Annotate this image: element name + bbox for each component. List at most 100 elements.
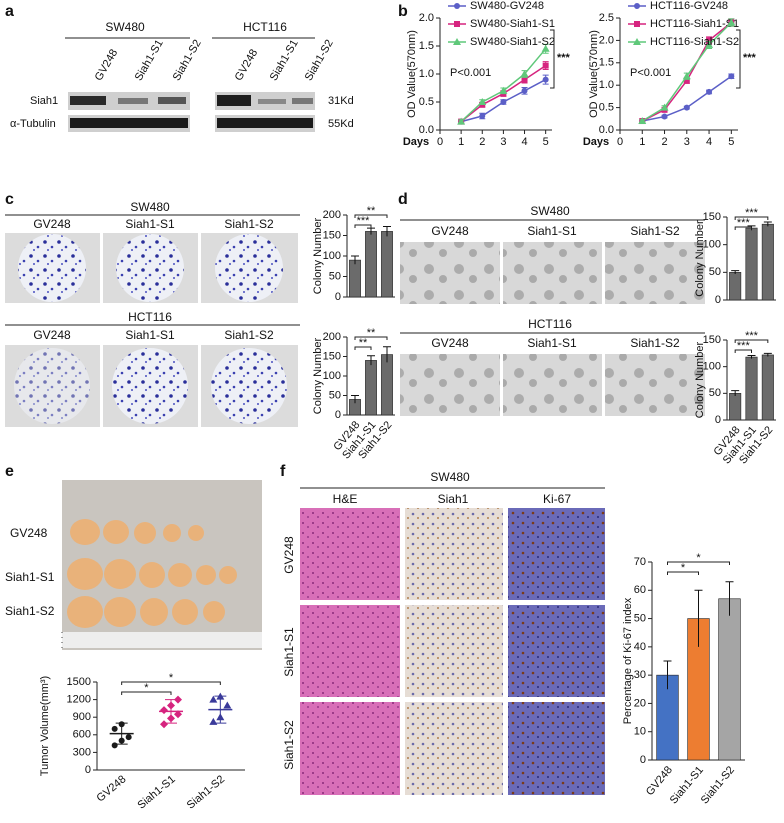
- significance-label: **: [367, 205, 376, 217]
- y-tick-label: 30: [634, 669, 646, 681]
- point: [160, 720, 168, 729]
- bar: [745, 356, 758, 421]
- y-tick-label: 50: [329, 389, 341, 401]
- marker: [457, 117, 466, 125]
- y-tick-label: 150: [703, 334, 721, 346]
- significance-label: ***: [737, 340, 751, 352]
- y-axis-label: OD Value(570nm): [588, 30, 600, 118]
- dish: [211, 348, 287, 424]
- y-tick-label: 100: [323, 370, 341, 382]
- panel-label: c: [5, 191, 14, 208]
- significance-bracket: [354, 346, 372, 350]
- y-tick-label: 2.0: [419, 12, 434, 24]
- photo: [405, 508, 503, 600]
- legend-label: SW480-GV248: [470, 0, 544, 12]
- marker: [682, 72, 691, 80]
- tumor-photo: GV248 Siah1-S1 Siah1-S2: [5, 480, 262, 650]
- soft-agar-photos: SW480 GV248 Siah1-S1 Siah1-S2 HCT116 GV2…: [400, 204, 705, 416]
- bar: [365, 360, 377, 416]
- error-bar: [731, 390, 740, 396]
- marker: [478, 98, 487, 105]
- y-tick-label: 70: [634, 556, 646, 568]
- marker: [541, 44, 550, 52]
- dish: [116, 234, 184, 302]
- significance-label: ***: [745, 207, 759, 219]
- x-tick-label: GV248: [95, 773, 129, 804]
- y-tick-label: 150: [323, 350, 341, 362]
- significance-label: *: [696, 552, 701, 564]
- marker: [521, 87, 528, 94]
- photo: [508, 702, 605, 795]
- group-label: GV248: [33, 217, 71, 231]
- marker: [500, 99, 507, 105]
- y-tick-label: 0.5: [599, 102, 614, 114]
- point: [174, 710, 182, 719]
- photo: [400, 242, 500, 304]
- cell-line: HCT116: [243, 20, 287, 34]
- significance-bracket: [667, 561, 730, 565]
- panel-label: a: [5, 3, 14, 20]
- y-tick-label: 0: [335, 409, 341, 421]
- group-label: Siah1-S1: [527, 224, 577, 238]
- y-tick-label: 900: [73, 711, 91, 723]
- x-tick-label: 3: [500, 136, 506, 148]
- x-tick-label: 2: [661, 136, 667, 148]
- protein-label: α-Tubulin: [10, 118, 56, 130]
- significance-label: ***: [737, 217, 751, 229]
- y-tick-label: 200: [323, 331, 341, 343]
- y-tick-label: 0: [335, 291, 341, 303]
- error-bar: [763, 352, 772, 357]
- chart: 0 300 600 900 1200 1500 Tumor Volume(mm³) GV248…: [39, 672, 245, 812]
- photo: [503, 354, 602, 416]
- stain-label: Ki-67: [543, 492, 571, 506]
- x-tick-label: 1: [458, 136, 464, 148]
- point: [111, 725, 118, 732]
- y-tick-label: 0.0: [599, 124, 614, 136]
- size-label: 31Kd: [328, 95, 354, 107]
- annotation: ***: [557, 52, 571, 64]
- cell-line: SW480: [105, 20, 145, 34]
- annotation: P<0.001: [630, 67, 671, 79]
- significance-bracket: [121, 681, 221, 685]
- y-tick-label: 100: [703, 239, 721, 251]
- photo: [605, 354, 705, 416]
- y-tick-label: 200: [323, 209, 341, 221]
- chart: 0.0 0.5 1.0 1.5 2.0OD Value(570nm) 0 1 2 3 4 5 Days…: [403, 0, 571, 148]
- y-tick-label: 1.5: [419, 40, 434, 52]
- series-line: [460, 48, 547, 123]
- blot-band: [158, 97, 186, 104]
- y-tick-label: 1200: [67, 694, 91, 706]
- y-tick-label: 2.0: [599, 34, 614, 46]
- error-bar: [663, 660, 672, 690]
- error-bar: [367, 227, 375, 235]
- significance-bracket: [734, 339, 769, 343]
- x-axis-label: Days: [403, 136, 429, 148]
- significance-bracket: [354, 214, 388, 218]
- x-tick-label: 4: [706, 136, 712, 148]
- y-tick-label: 1.0: [419, 68, 434, 80]
- group-label: Siah1-S1: [5, 570, 55, 584]
- y-tick-label: 100: [703, 361, 721, 373]
- y-tick-label: 0.0: [419, 124, 434, 136]
- lane-label: Siah1-S1: [268, 38, 301, 83]
- legend-label: HCT116-GV248: [650, 0, 728, 12]
- marker: [683, 77, 690, 84]
- legend-marker: [453, 38, 461, 45]
- significance-bracket: [354, 224, 372, 228]
- photo: [503, 242, 602, 304]
- significance-label: *: [144, 682, 149, 694]
- panel-label: b: [398, 3, 408, 20]
- x-tick-label: GV248: [644, 764, 675, 798]
- group-label: GV248: [10, 526, 48, 540]
- blot-band: [292, 98, 313, 104]
- y-tick-label: 150: [323, 229, 341, 241]
- y-tick-label: 300: [73, 746, 91, 758]
- y-tick-label: 50: [634, 612, 646, 624]
- point: [125, 734, 132, 741]
- y-axis-label: Tumor Volume(mm³): [39, 676, 51, 776]
- bar: [365, 231, 377, 298]
- stain-label: Siah1: [438, 492, 469, 506]
- marker: [728, 73, 735, 80]
- x-tick-label: Siah1-S2: [185, 773, 227, 811]
